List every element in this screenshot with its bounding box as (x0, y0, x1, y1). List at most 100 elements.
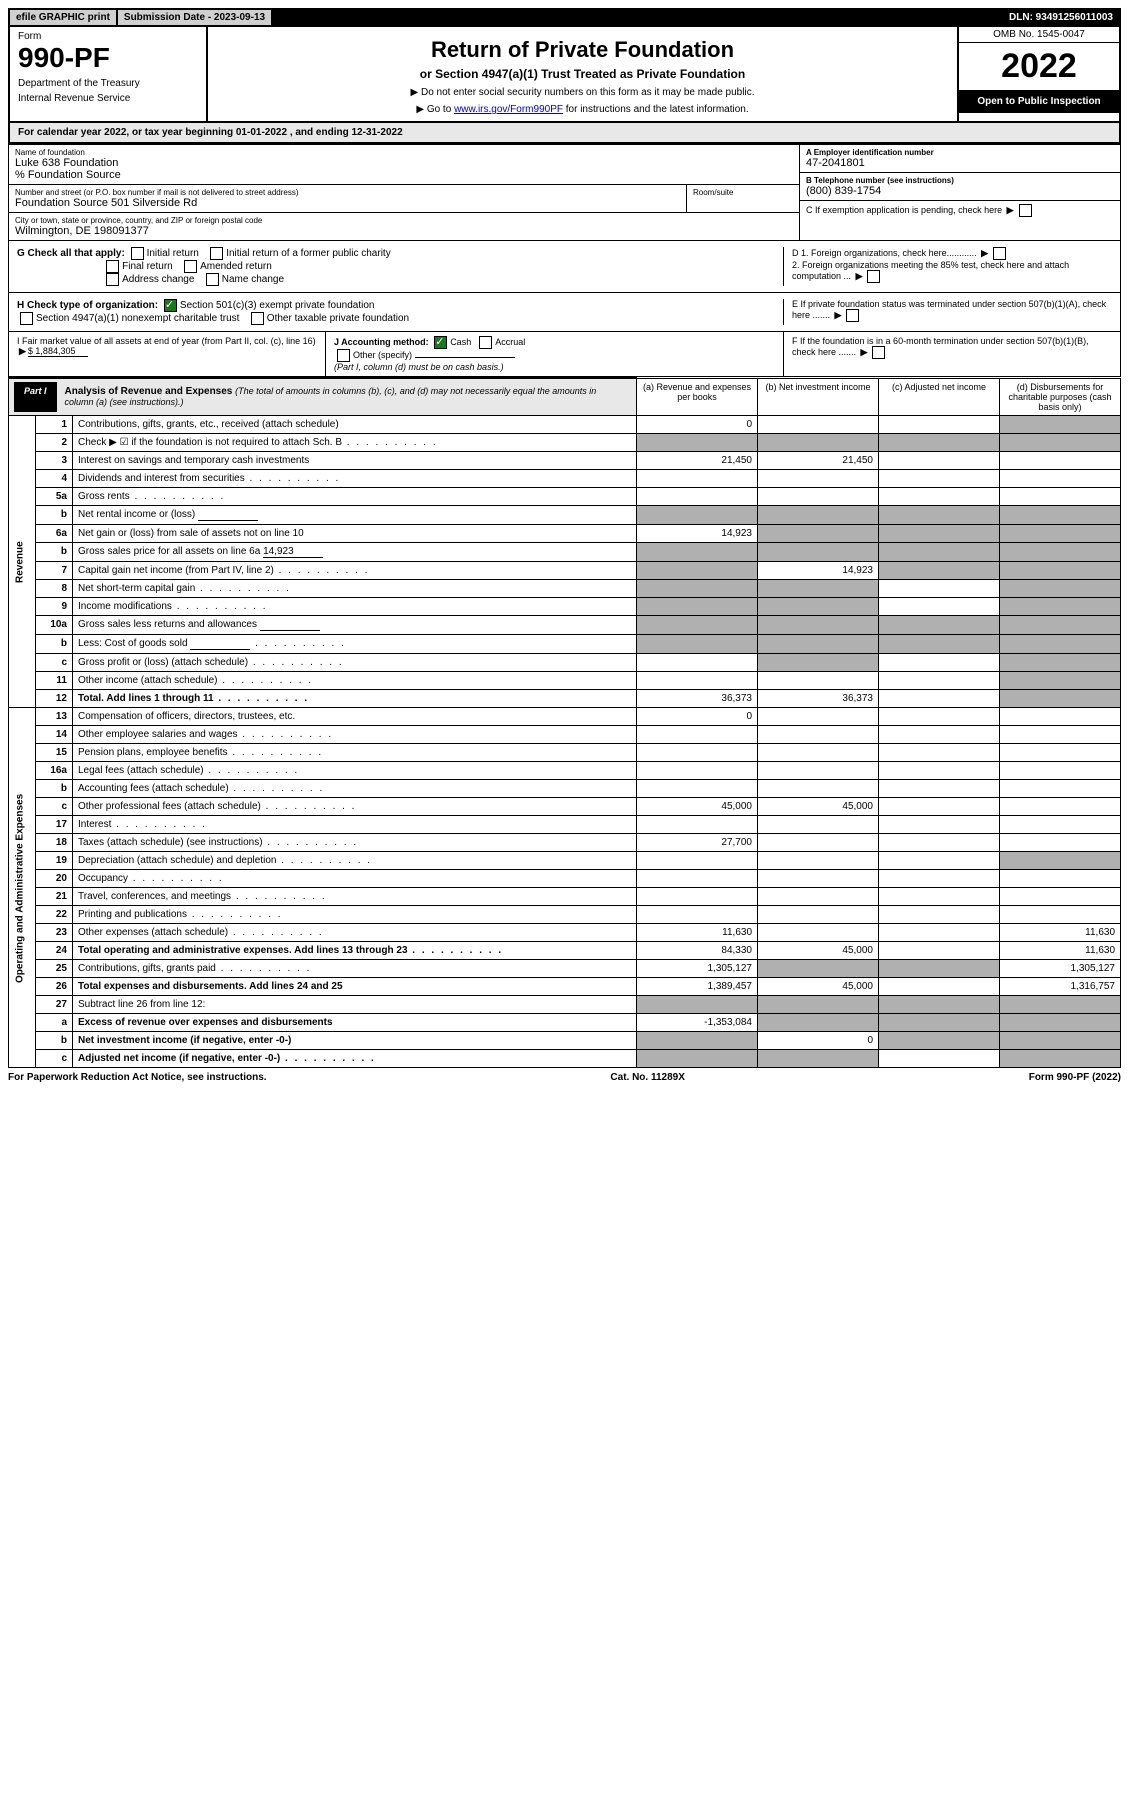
table-row: 3Interest on savings and temporary cash … (9, 452, 1121, 470)
cell (879, 1014, 1000, 1032)
line-number: b (36, 543, 73, 562)
col-a-header: (a) Revenue and expenses per books (637, 378, 758, 416)
line-desc: Income modifications (73, 598, 637, 616)
cell (879, 906, 1000, 924)
accrual-checkbox[interactable] (479, 336, 492, 349)
501c3-checkbox[interactable] (164, 299, 177, 312)
line-number: 10a (36, 616, 73, 635)
top-bar: efile GRAPHIC print Submission Date - 20… (8, 8, 1121, 27)
cell: 11,630 (637, 924, 758, 942)
d1-label: D 1. Foreign organizations, check here..… (792, 248, 977, 258)
cell (1000, 906, 1121, 924)
line-desc: Occupancy (73, 870, 637, 888)
cell (758, 672, 879, 690)
cell (1000, 470, 1121, 488)
cell (879, 834, 1000, 852)
name-label: Name of foundation (15, 148, 793, 157)
foreign-85-checkbox[interactable] (867, 270, 880, 283)
year-begin: 01-01-2022 (236, 127, 287, 138)
line-number: 3 (36, 452, 73, 470)
amended-return-checkbox[interactable] (184, 260, 197, 273)
instructions-link[interactable]: www.irs.gov/Form990PF (454, 104, 563, 115)
line-number: 15 (36, 744, 73, 762)
line-number: b (36, 780, 73, 798)
foreign-org-checkbox[interactable] (993, 247, 1006, 260)
part1-table: Part I Analysis of Revenue and Expenses … (8, 377, 1121, 1068)
cell (758, 834, 879, 852)
table-row: 11Other income (attach schedule) (9, 672, 1121, 690)
cell (1000, 1014, 1121, 1032)
final-return-checkbox[interactable] (106, 260, 119, 273)
cell (758, 1050, 879, 1068)
efile-label[interactable]: efile GRAPHIC print (10, 10, 116, 25)
line-desc: Capital gain net income (from Part IV, l… (73, 562, 637, 580)
cell (879, 525, 1000, 543)
table-row: 24Total operating and administrative exp… (9, 942, 1121, 960)
cell: 11,630 (1000, 924, 1121, 942)
cell (758, 580, 879, 598)
cell (758, 870, 879, 888)
line-number: b (36, 506, 73, 525)
address-change-checkbox[interactable] (106, 273, 119, 286)
i-label: I Fair market value of all assets at end… (17, 336, 316, 346)
cell (637, 672, 758, 690)
tax-year: 2022 (959, 43, 1119, 90)
table-row: 14Other employee salaries and wages (9, 726, 1121, 744)
cell (879, 672, 1000, 690)
table-row: 19Depreciation (attach schedule) and dep… (9, 852, 1121, 870)
60month-checkbox[interactable] (872, 346, 885, 359)
table-row: 12Total. Add lines 1 through 1136,37336,… (9, 690, 1121, 708)
cell (879, 580, 1000, 598)
line-number: 25 (36, 960, 73, 978)
j-label: J Accounting method: (334, 337, 429, 347)
other-taxable-checkbox[interactable] (251, 312, 264, 325)
cell (879, 960, 1000, 978)
cell (637, 744, 758, 762)
status-terminated-checkbox[interactable] (846, 309, 859, 322)
table-row: bGross sales price for all assets on lin… (9, 543, 1121, 562)
cell (1000, 434, 1121, 452)
line-desc: Total operating and administrative expen… (73, 942, 637, 960)
exemption-pending-checkbox[interactable] (1019, 204, 1032, 217)
table-row: 17Interest (9, 816, 1121, 834)
table-row: 4Dividends and interest from securities (9, 470, 1121, 488)
cell: 45,000 (758, 942, 879, 960)
cell (1000, 888, 1121, 906)
table-row: 15Pension plans, employee benefits (9, 744, 1121, 762)
cell (758, 744, 879, 762)
table-row: 5aGross rents (9, 488, 1121, 506)
cell (1000, 672, 1121, 690)
table-row: 27Subtract line 26 from line 12: (9, 996, 1121, 1014)
table-row: Revenue1Contributions, gifts, grants, et… (9, 416, 1121, 434)
cell (879, 762, 1000, 780)
cell (637, 726, 758, 744)
line-number: 21 (36, 888, 73, 906)
cell (637, 635, 758, 654)
cell (1000, 1032, 1121, 1050)
cell (758, 762, 879, 780)
g-label: G Check all that apply: (17, 248, 125, 259)
cell (879, 744, 1000, 762)
line-desc: Adjusted net income (if negative, enter … (73, 1050, 637, 1068)
cell (1000, 834, 1121, 852)
table-row: 10aGross sales less returns and allowanc… (9, 616, 1121, 635)
other-method-checkbox[interactable] (337, 349, 350, 362)
line-number: 14 (36, 726, 73, 744)
name-change-checkbox[interactable] (206, 273, 219, 286)
cell (879, 598, 1000, 616)
table-row: 23Other expenses (attach schedule)11,630… (9, 924, 1121, 942)
line-desc: Net gain or (loss) from sale of assets n… (73, 525, 637, 543)
4947-checkbox[interactable] (20, 312, 33, 325)
cell (1000, 816, 1121, 834)
cell (1000, 488, 1121, 506)
cell (879, 470, 1000, 488)
cash-checkbox[interactable] (434, 336, 447, 349)
cell (637, 562, 758, 580)
table-row: bLess: Cost of goods sold (9, 635, 1121, 654)
cell (1000, 744, 1121, 762)
table-row: 18Taxes (attach schedule) (see instructi… (9, 834, 1121, 852)
initial-return-checkbox[interactable] (131, 247, 144, 260)
cell (879, 816, 1000, 834)
initial-former-checkbox[interactable] (210, 247, 223, 260)
form-header: Form 990-PF Department of the Treasury I… (8, 27, 1121, 123)
